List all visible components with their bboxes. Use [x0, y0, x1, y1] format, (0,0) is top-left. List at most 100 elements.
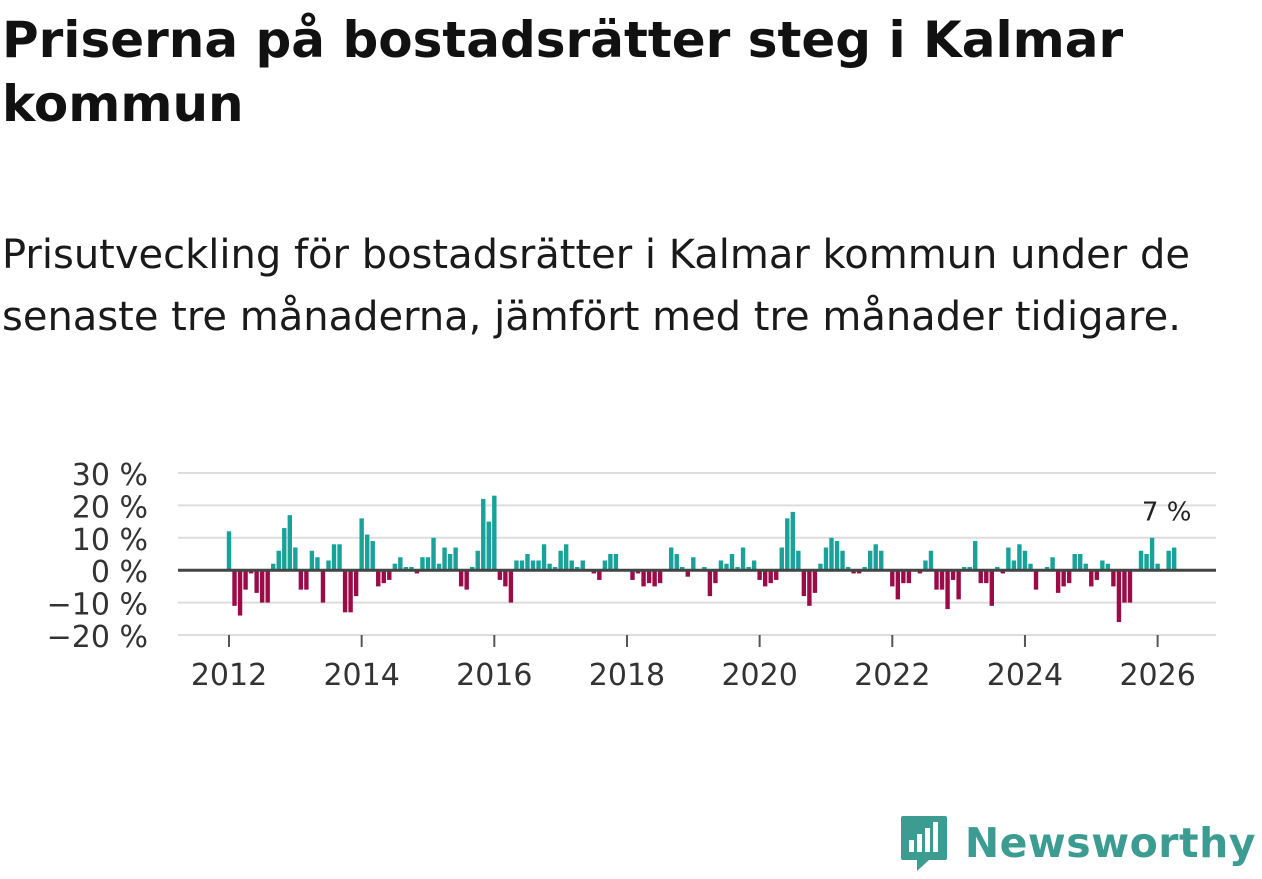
- annotation-label: 7 %: [1142, 498, 1192, 528]
- bar: [657, 570, 663, 584]
- bar: [718, 560, 724, 571]
- bar: [492, 495, 497, 571]
- x-tick-label: 2022: [854, 658, 930, 693]
- x-tick-label: 2020: [721, 658, 797, 693]
- bar: [1094, 570, 1100, 580]
- bar: [735, 566, 740, 571]
- bar: [934, 570, 939, 590]
- bar: [978, 570, 983, 584]
- bar: [276, 550, 281, 571]
- bar: [503, 570, 508, 587]
- bars: [226, 495, 1177, 623]
- bar: [829, 537, 834, 571]
- bar: [1138, 550, 1144, 571]
- bar: [1022, 550, 1028, 571]
- bar: [348, 570, 353, 613]
- bar: [1072, 554, 1077, 571]
- x-tick-label: 2014: [323, 658, 399, 693]
- bar: [525, 554, 530, 571]
- bar: [271, 563, 276, 571]
- bar: [707, 570, 713, 597]
- bar: [420, 557, 425, 571]
- bar: [646, 570, 652, 584]
- bar: [945, 570, 950, 610]
- bar: [436, 563, 442, 571]
- bar: [1044, 566, 1050, 571]
- bar: [1000, 570, 1006, 574]
- bar: [956, 570, 961, 600]
- bar: [834, 541, 840, 571]
- y-tick-label: 0 %: [91, 555, 148, 590]
- bar: [387, 570, 392, 580]
- bar: [558, 550, 563, 571]
- bar: [757, 570, 762, 580]
- x-tick-label: 2012: [191, 658, 267, 693]
- bar: [740, 547, 746, 571]
- x-tick-label: 2016: [456, 658, 532, 693]
- bar: [939, 570, 945, 590]
- bar: [591, 570, 597, 574]
- bar: [818, 563, 823, 571]
- bar: [519, 560, 525, 571]
- bar: [950, 570, 956, 580]
- bar: [508, 570, 514, 603]
- bar: [259, 570, 265, 603]
- bar: [475, 550, 480, 571]
- bar: [1017, 544, 1022, 571]
- bar: [890, 570, 895, 587]
- bar: [254, 570, 259, 593]
- bar: [1111, 570, 1116, 587]
- bar: [608, 554, 613, 571]
- x-tick-label: 2024: [987, 658, 1063, 693]
- bar: [906, 570, 912, 584]
- bar: [392, 563, 398, 571]
- bar: [470, 566, 475, 571]
- bar: [1105, 563, 1111, 571]
- bar: [1116, 570, 1122, 623]
- bar: [845, 566, 851, 571]
- bar: [569, 560, 574, 571]
- bar: [807, 570, 812, 606]
- bar: [895, 570, 901, 600]
- bar: [320, 570, 326, 603]
- bar: [762, 570, 768, 587]
- bar: [563, 544, 569, 571]
- bar: [961, 566, 967, 571]
- bar: [602, 560, 608, 571]
- bar: [575, 566, 580, 571]
- bar: [1127, 570, 1133, 603]
- bar: [995, 566, 1000, 571]
- bar: [796, 550, 801, 571]
- bar: [580, 560, 585, 571]
- bar: [514, 560, 519, 571]
- bar: [1055, 570, 1061, 593]
- bar: [1006, 547, 1011, 571]
- bar: [680, 566, 685, 571]
- bar: [1155, 563, 1160, 571]
- bar: [403, 566, 409, 571]
- y-tick-label: −10 %: [47, 588, 148, 623]
- bar: [635, 570, 641, 574]
- chart-title: Priserna på bostadsrätter steg i Kalmar …: [2, 11, 1124, 133]
- bar: [1050, 557, 1055, 571]
- bar: [398, 557, 403, 571]
- bar: [630, 570, 635, 580]
- newsworthy-logo-icon: [900, 816, 947, 871]
- bar: [337, 544, 342, 571]
- bar: [785, 518, 790, 571]
- x-tick-label: 2026: [1119, 658, 1195, 693]
- bar: [326, 560, 331, 571]
- bar: [989, 570, 994, 606]
- bar: [359, 518, 364, 571]
- bar: [464, 570, 469, 590]
- bar: [923, 560, 928, 571]
- bar: [691, 557, 696, 571]
- bar: [370, 541, 375, 571]
- bar: [536, 560, 541, 571]
- bar: [381, 570, 386, 584]
- bar: [1066, 570, 1072, 584]
- bar: [823, 547, 829, 571]
- bar: [298, 570, 304, 590]
- bar: [282, 528, 287, 571]
- bar: [1149, 537, 1155, 571]
